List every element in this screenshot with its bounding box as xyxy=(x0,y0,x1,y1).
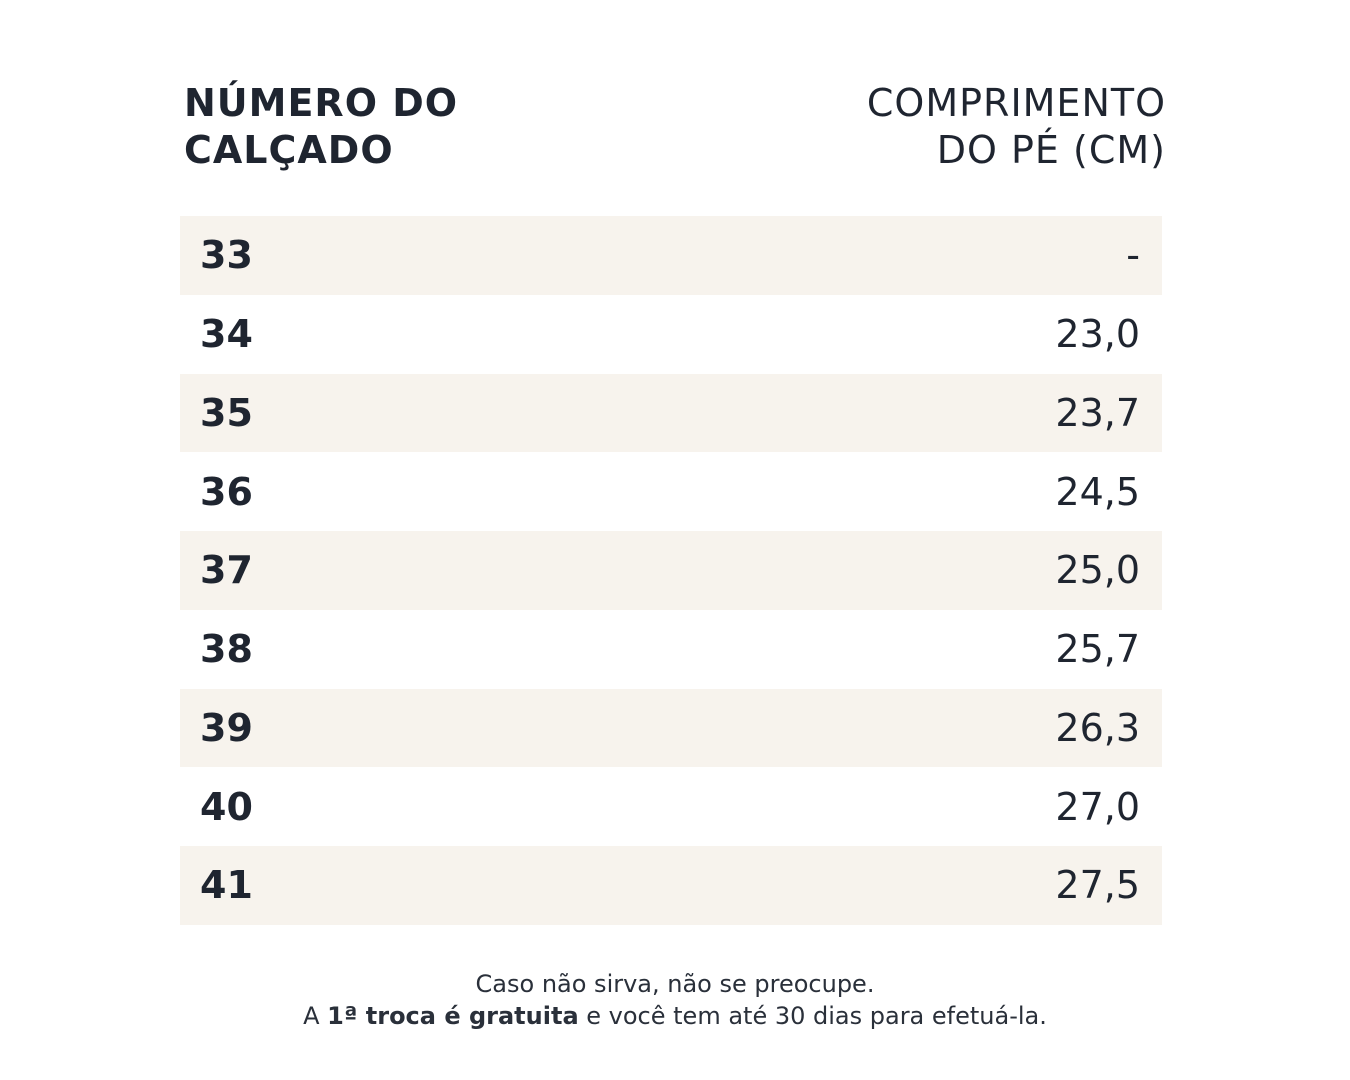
table-row: 37 25,0 xyxy=(180,531,1162,610)
size-table: 33 - 34 23,0 35 23,7 36 24,5 37 25,0 38 … xyxy=(180,216,1162,925)
foot-length-cell: 25,7 xyxy=(1055,627,1140,672)
size-header-line-1: NÚMERO DO xyxy=(184,81,459,125)
exchange-note: Caso não sirva, não se preocupe. A 1ª tr… xyxy=(0,968,1350,1032)
shoe-size-cell: 41 xyxy=(200,863,253,908)
table-row: 36 24,5 xyxy=(180,452,1162,531)
table-row: 41 27,5 xyxy=(180,846,1162,925)
free-exchange-highlight: 1ª troca é gratuita xyxy=(327,1002,579,1030)
shoe-size-cell: 38 xyxy=(200,627,253,672)
table-row: 40 27,0 xyxy=(180,767,1162,846)
table-row: 35 23,7 xyxy=(180,373,1162,453)
size-column-header: NÚMERO DO CALÇADO xyxy=(184,80,458,174)
foot-length-cell: 27,5 xyxy=(1055,863,1140,908)
length-header-line-1: COMPRIMENTO xyxy=(866,81,1166,125)
exchange-note-line-1: Caso não sirva, não se preocupe. xyxy=(475,970,875,998)
exchange-note-suffix: e você tem até 30 dias para efetuá-la. xyxy=(578,1002,1047,1030)
shoe-size-cell: 34 xyxy=(200,312,253,357)
length-header-line-2: DO PÉ (CM) xyxy=(936,128,1166,172)
exchange-note-line-2: A 1ª troca é gratuita e você tem até 30 … xyxy=(0,1000,1350,1032)
shoe-size-cell: 39 xyxy=(200,705,253,750)
table-row: 39 26,3 xyxy=(180,688,1162,768)
table-row: 33 - xyxy=(180,216,1162,295)
size-header-line-2: CALÇADO xyxy=(184,128,394,172)
exchange-note-prefix: A xyxy=(303,1002,328,1030)
shoe-size-cell: 33 xyxy=(200,233,253,278)
foot-length-cell: 25,0 xyxy=(1055,548,1140,593)
shoe-size-cell: 35 xyxy=(200,390,253,435)
foot-length-cell: 23,0 xyxy=(1055,312,1140,357)
foot-length-cell: - xyxy=(1126,233,1140,278)
shoe-size-cell: 37 xyxy=(200,548,253,593)
shoe-size-cell: 40 xyxy=(200,784,253,829)
foot-length-cell: 27,0 xyxy=(1055,784,1140,829)
foot-length-cell: 26,3 xyxy=(1055,705,1140,750)
table-row: 34 23,0 xyxy=(180,295,1162,374)
length-column-header: COMPRIMENTO DO PÉ (CM) xyxy=(867,80,1166,174)
shoe-size-cell: 36 xyxy=(200,469,253,514)
table-row: 38 25,7 xyxy=(180,610,1162,689)
foot-length-cell: 24,5 xyxy=(1055,469,1140,514)
foot-length-cell: 23,7 xyxy=(1055,390,1140,435)
